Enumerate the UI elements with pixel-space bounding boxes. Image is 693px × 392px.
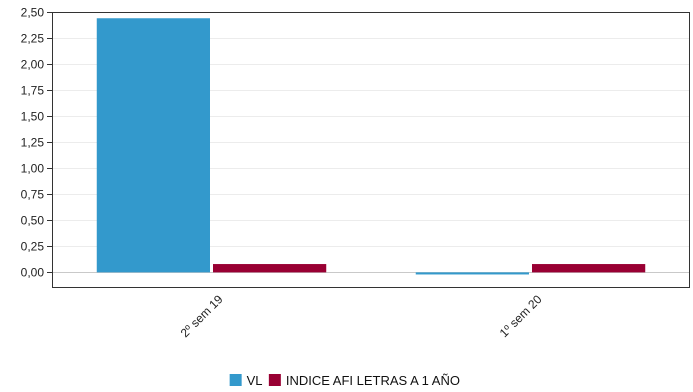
y-tick-label: 0,25	[21, 240, 45, 254]
y-tick-label: 1,25	[21, 136, 45, 150]
y-tick-label: 0,75	[21, 188, 45, 202]
y-tick-label: 1,50	[21, 110, 45, 124]
legend: VL INDICE AFI LETRAS A 1 AÑO	[229, 373, 460, 388]
y-tick-label: 0,50	[21, 214, 45, 228]
x-axis-categories: 2º sem 19 1º sem 20	[178, 292, 545, 340]
y-tick-label: 2,50	[21, 6, 45, 20]
x-category-label: 1º sem 20	[497, 292, 545, 340]
legend-label-vl[interactable]: VL	[247, 373, 263, 388]
legend-label-indice-afi[interactable]: INDICE AFI LETRAS A 1 AÑO	[286, 373, 460, 388]
y-axis-ticks: 0,00 0,25 0,50 0,75 1,00 1,25 1,50 1,75 2,00 2,25…	[21, 6, 52, 280]
bar-vl-1[interactable]	[415, 272, 529, 275]
y-tick-label: 0,00	[21, 266, 45, 280]
bars	[96, 18, 646, 275]
legend-swatch-indice-afi[interactable]	[268, 374, 281, 386]
legend-swatch-vl[interactable]	[229, 374, 242, 386]
y-tick-label: 2,25	[21, 32, 45, 46]
y-tick-label: 2,00	[21, 58, 45, 72]
plot-border	[52, 12, 690, 288]
bar-vl-0[interactable]	[96, 18, 210, 273]
plot-frame	[52, 12, 690, 288]
bar-indice-afi-1[interactable]	[532, 264, 646, 273]
x-category-label: 2º sem 19	[178, 292, 226, 340]
y-tick-label: 1,75	[21, 84, 45, 98]
y-tick-label: 1,00	[21, 162, 45, 176]
bar-indice-afi-0[interactable]	[213, 264, 327, 273]
